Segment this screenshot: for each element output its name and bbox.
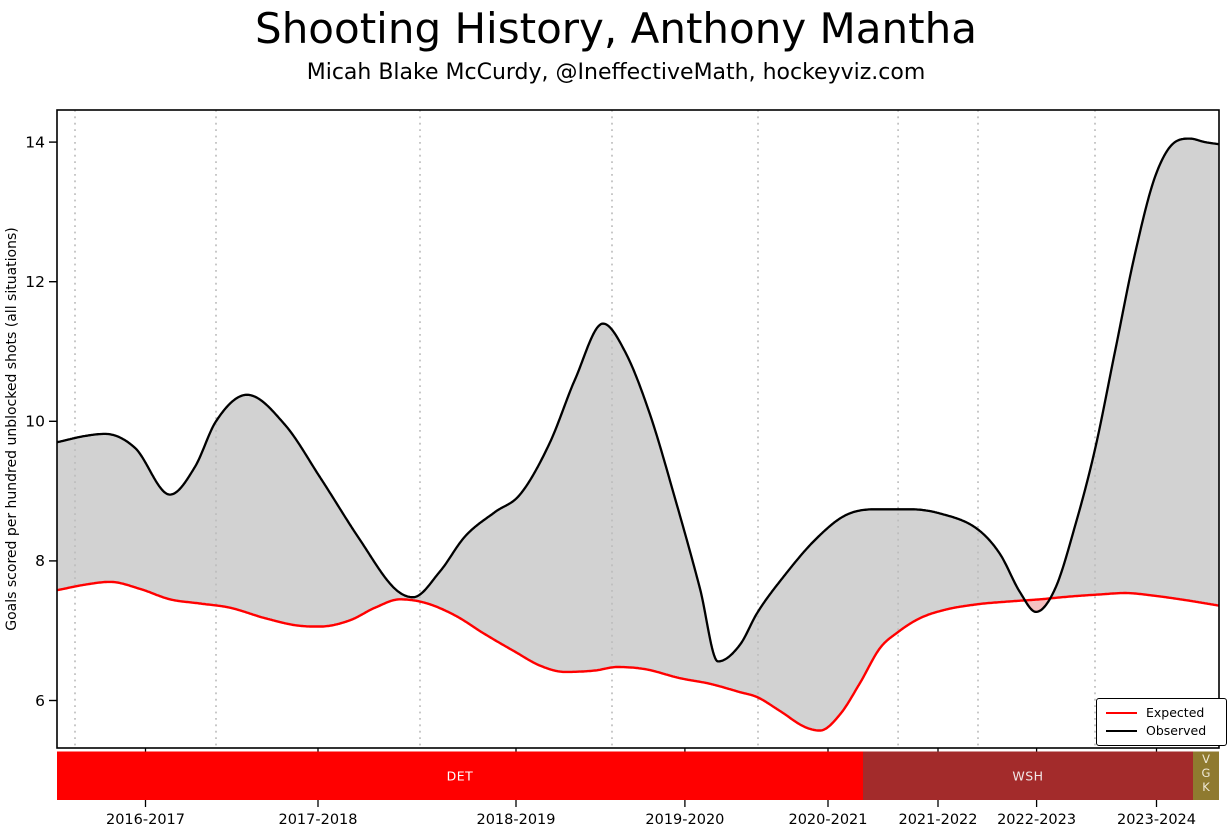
legend-label-expected: Expected (1146, 704, 1205, 720)
x-season-label: 2018-2019 (476, 812, 555, 828)
y-tick-label: 6 (35, 692, 45, 710)
y-tick-label: 8 (35, 552, 45, 570)
y-axis-label: Goals scored per hundred unblocked shots… (4, 227, 20, 630)
fill-observed-above-expected (57, 323, 1025, 731)
x-season-label: 2019-2020 (645, 812, 724, 828)
legend-box: Expected Observed (1096, 698, 1227, 746)
x-season-label: 2021-2022 (898, 812, 977, 828)
team-bar-label-wsh: WSH (1012, 769, 1043, 784)
y-tick-label: 14 (25, 133, 45, 151)
x-season-label: 2023-2024 (1117, 812, 1196, 828)
y-tick-label: 10 (25, 413, 45, 431)
x-season-label: 2016-2017 (106, 812, 185, 828)
legend-label-observed: Observed (1146, 723, 1207, 738)
page-title: Shooting History, Anthony Mantha (255, 4, 977, 53)
legend-entry-observed: Observed (1106, 723, 1217, 738)
team-bar-segment-det (57, 751, 863, 800)
x-season-label: 2017-2018 (278, 812, 357, 828)
team-bar-segment-vgk (1193, 751, 1219, 800)
plot-frame (56, 109, 1220, 749)
observed-line-swatch-icon (1106, 730, 1137, 733)
expected-line-swatch-icon (1106, 711, 1137, 714)
team-bar-label-det: DET (447, 769, 474, 784)
team-bar-segment-wsh (863, 751, 1193, 800)
legend-entry-expected: Expected (1106, 704, 1217, 720)
x-season-label: 2020-2021 (788, 812, 867, 828)
page-subtitle: Micah Blake McCurdy, @IneffectiveMath, h… (306, 60, 926, 85)
x-season-label: 2022-2023 (997, 812, 1076, 828)
observed-curve (56, 137, 1220, 663)
fill-observed-above-expected (1050, 138, 1219, 606)
y-tick-label: 12 (25, 273, 45, 291)
